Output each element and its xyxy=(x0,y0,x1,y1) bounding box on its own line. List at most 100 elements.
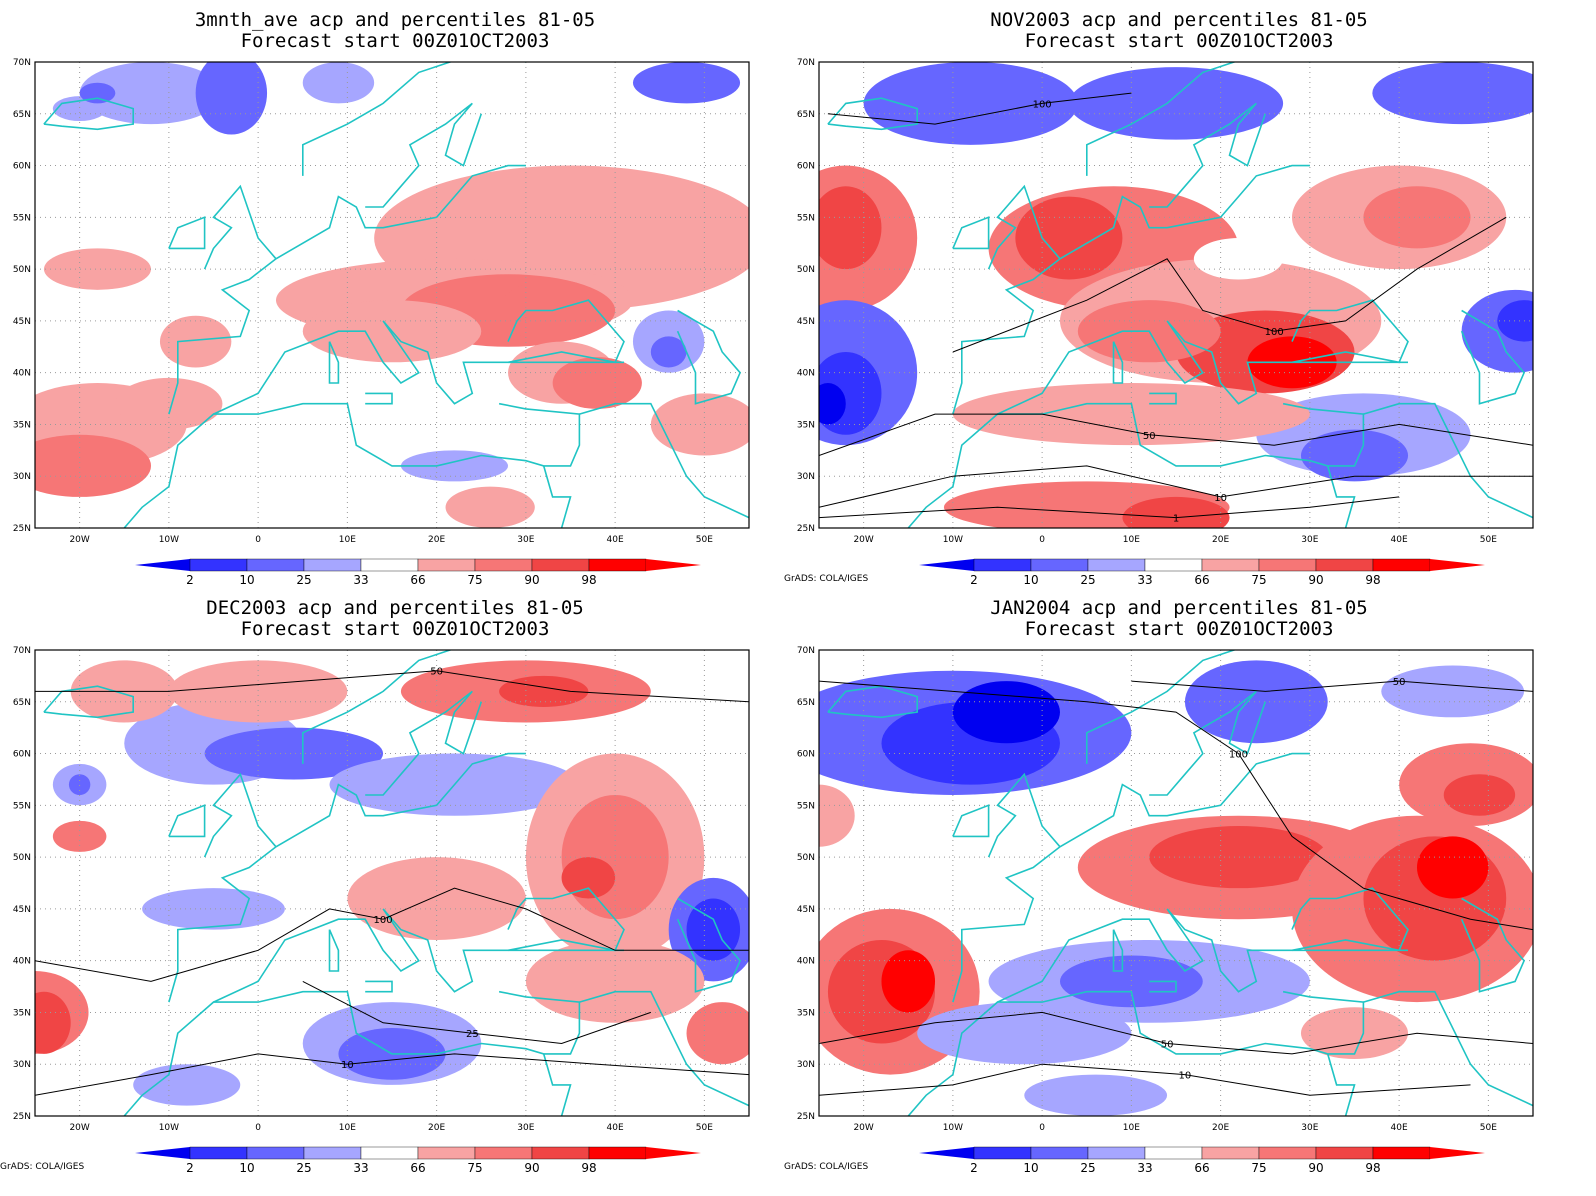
colorbar-swatch xyxy=(531,1146,590,1160)
plot-frame xyxy=(34,61,750,529)
coastline xyxy=(1326,1053,1356,1116)
shaded-region xyxy=(650,336,687,368)
lat-tick-label: 45N xyxy=(13,905,31,915)
colorbar-swatch xyxy=(474,1146,533,1160)
colorbar-label: 66 xyxy=(410,1161,425,1175)
lon-tick-label: 40E xyxy=(607,1123,624,1133)
shaded-region xyxy=(195,62,268,135)
grid-lines xyxy=(35,62,749,528)
lon-tick-label: 20E xyxy=(428,535,445,545)
plot-frame xyxy=(34,649,750,1117)
map-panel-nov2003: NOV2003 acp and percentiles 81-05 Foreca… xyxy=(784,0,1574,598)
coastline xyxy=(1291,299,1409,364)
colorbar-label: 25 xyxy=(296,1161,311,1175)
coastlines xyxy=(43,650,749,1116)
colorbar-arrow-left xyxy=(135,1147,190,1159)
contour-label: 100 xyxy=(1265,327,1284,338)
colorbar-label: 10 xyxy=(1023,573,1038,587)
shaded-region xyxy=(204,727,384,780)
contour-label: 50 xyxy=(1161,1040,1174,1051)
lat-tick-label: 30N xyxy=(13,472,31,482)
colorbar-label: 33 xyxy=(1137,1161,1152,1175)
coastline xyxy=(1291,887,1409,952)
lat-tick-label: 55N xyxy=(13,801,31,811)
contour-label: 25 xyxy=(466,1029,479,1040)
contour-label: 50 xyxy=(430,667,443,678)
lon-tick-label: 20W xyxy=(853,1123,873,1133)
colorbar-label: 66 xyxy=(1194,1161,1209,1175)
colorbar-label: 25 xyxy=(296,573,311,587)
contour-label: 10 xyxy=(1179,1071,1192,1082)
shaded-region xyxy=(952,681,1060,744)
lon-tick-label: 10W xyxy=(159,535,179,545)
shaded-region xyxy=(1300,1007,1409,1060)
coastline xyxy=(365,392,393,405)
colorbar-label: 75 xyxy=(1251,1161,1266,1175)
colorbar-swatch xyxy=(973,558,1032,572)
coastline xyxy=(213,908,624,1003)
coastline xyxy=(579,990,749,1107)
coastline xyxy=(542,465,572,528)
coastline xyxy=(43,685,134,719)
lon-tick-label: 10W xyxy=(159,1123,179,1133)
coastline xyxy=(542,1053,572,1116)
colorbar-swatch xyxy=(360,1146,419,1160)
lon-tick-label: 20W xyxy=(853,535,873,545)
coastline xyxy=(952,804,990,838)
colorbar-label: 75 xyxy=(467,1161,482,1175)
shaded-region xyxy=(1024,1074,1168,1116)
contours: 100 50 10 100 1 xyxy=(819,92,1533,525)
colorbar-swatch xyxy=(1201,558,1260,572)
colorbar-swatch xyxy=(189,558,248,572)
shaded-region xyxy=(1416,836,1489,899)
map-plot: 50 10 100 25 20W 10W 0 10E 20E 30E 40E 50E 70N 65N 60N… xyxy=(13,646,750,1175)
shaded-region xyxy=(159,315,232,368)
shaded-region xyxy=(133,1064,241,1106)
colorbar-swatch xyxy=(189,1146,248,1160)
lon-tick-label: 10E xyxy=(1123,1123,1140,1133)
colorbar-label: 90 xyxy=(1308,573,1323,587)
coastline xyxy=(507,299,625,364)
lon-tick-label: 20E xyxy=(428,1123,445,1133)
lat-tick-label: 70N xyxy=(13,646,31,656)
colorbar-label: 33 xyxy=(353,573,368,587)
shaded-region xyxy=(52,820,107,852)
lat-tick-label: 55N xyxy=(13,213,31,223)
lon-tick-label: 40E xyxy=(1391,535,1408,545)
panel-subtitle: Forecast start 00Z01OCT2003 xyxy=(240,618,550,640)
colorbar-label: 25 xyxy=(1080,1161,1095,1175)
shaded-region xyxy=(1381,665,1525,718)
map-panel-jan2004: JAN2004 acp and percentiles 81-05 Foreca… xyxy=(784,588,1574,1186)
contour-line xyxy=(302,980,651,1045)
coastline xyxy=(997,908,1408,1003)
contour-line xyxy=(952,216,1507,353)
colorbar-swatch xyxy=(303,1146,362,1160)
coastlines xyxy=(43,62,749,528)
coastline xyxy=(1149,392,1177,405)
colorbar-swatch xyxy=(1315,558,1374,572)
shaded-region xyxy=(1059,955,1203,1008)
contour-line xyxy=(35,1053,749,1096)
colorbar-label: 2 xyxy=(970,1161,978,1175)
panel-title: DEC2003 acp and percentiles 81-05 xyxy=(206,597,584,619)
lon-tick-label: 50E xyxy=(696,1123,713,1133)
contour-label: 50 xyxy=(1393,677,1406,688)
lon-tick-label: 40E xyxy=(1391,1123,1408,1133)
contour-label: 100 xyxy=(1033,99,1052,110)
lon-tick-label: 50E xyxy=(696,535,713,545)
coastline xyxy=(1149,980,1177,993)
panel-subtitle: Forecast start 00Z01OCT2003 xyxy=(1024,30,1334,52)
anomaly-shading xyxy=(35,660,749,1106)
lon-tick-label: 10W xyxy=(943,535,963,545)
shaded-region xyxy=(632,62,741,104)
lat-tick-label: 30N xyxy=(797,472,815,482)
anomaly-shading xyxy=(35,62,749,528)
coastlines xyxy=(827,650,1533,1116)
coastline xyxy=(827,685,918,719)
shaded-region xyxy=(561,857,616,899)
map-plot: 100 50 10 50 20W 10W 0 10E 20E 30E 40E 50E 70N 65N 60N… xyxy=(797,646,1534,1175)
shaded-region xyxy=(79,82,116,104)
panel-title: 3mnth_ave acp and percentiles 81-05 xyxy=(194,9,596,31)
coastline xyxy=(123,402,581,528)
coastline xyxy=(168,216,206,250)
